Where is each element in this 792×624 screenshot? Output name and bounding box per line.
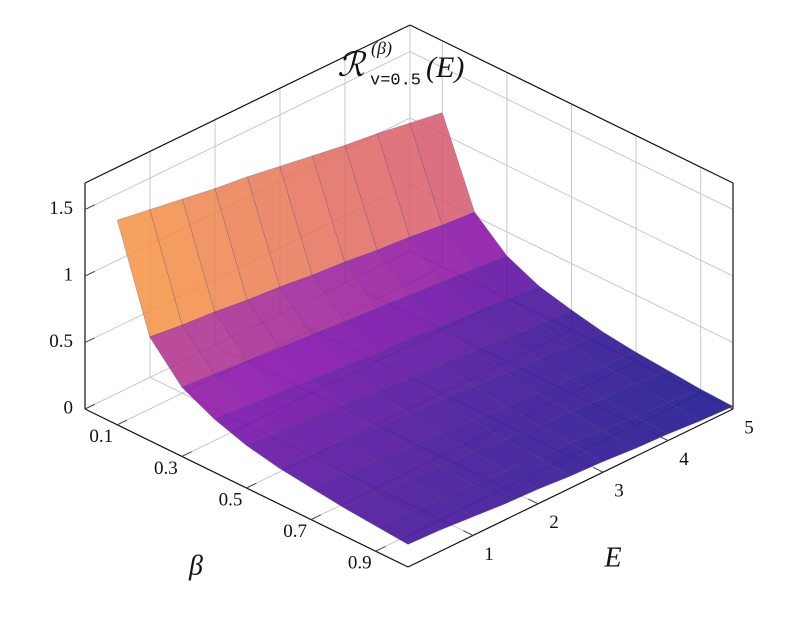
y-tick-label: 4 <box>679 449 689 470</box>
title-sub: v=0.5 <box>370 71 421 90</box>
y-tick-label: 3 <box>614 481 624 502</box>
y-tick-label: 1 <box>484 544 494 565</box>
x-tick-label: 0.3 <box>154 458 178 479</box>
surface <box>116 112 734 545</box>
z-tick <box>84 270 95 277</box>
box-edge <box>84 24 411 184</box>
z-tick <box>84 204 95 211</box>
y-tick <box>528 498 539 505</box>
x-tick-label: 0.5 <box>219 489 243 510</box>
x-tick <box>181 451 192 457</box>
y-tick <box>593 467 604 473</box>
x-tick <box>375 546 386 552</box>
title-sup: (β) <box>371 38 392 59</box>
surface-patch <box>374 512 442 545</box>
surface-patch <box>504 457 572 490</box>
z-tick-label: 1.5 <box>49 198 73 219</box>
y-tick-label: 2 <box>549 512 559 533</box>
z-tick-label: 0.5 <box>49 331 73 352</box>
grid-line <box>84 51 411 211</box>
z-tick <box>84 403 95 410</box>
x-tick-label: 0.1 <box>89 426 113 447</box>
x-tick-label: 0.7 <box>283 521 307 542</box>
y-tick <box>723 403 734 410</box>
y-axis-label: E <box>603 542 621 573</box>
z-tick-label: 1 <box>64 264 74 285</box>
x-axis-label: β <box>188 550 203 581</box>
y-tick-label: 5 <box>744 417 754 438</box>
surface-patch <box>537 442 604 477</box>
z-tick <box>84 337 95 343</box>
surface-patch <box>602 416 669 449</box>
title-main: ℛ <box>337 47 367 84</box>
box-edge <box>409 24 734 184</box>
x-tick <box>310 514 322 521</box>
box-edge <box>407 408 734 568</box>
x-tick <box>117 419 128 426</box>
grid-line <box>409 51 734 211</box>
x-tick <box>246 482 257 489</box>
axes: 0.1 0.3 0.5 0.7 0.9 1 2 3 4 5 0 0.5 1 1.5 <box>49 183 754 574</box>
surface-patch <box>472 470 539 505</box>
y-tick <box>658 435 669 442</box>
title-arg: (E) <box>426 51 464 84</box>
grid-line <box>409 117 734 277</box>
x-tick-label: 0.9 <box>348 553 372 574</box>
z-tick-label: 0 <box>64 397 74 418</box>
y-tick <box>463 530 474 536</box>
